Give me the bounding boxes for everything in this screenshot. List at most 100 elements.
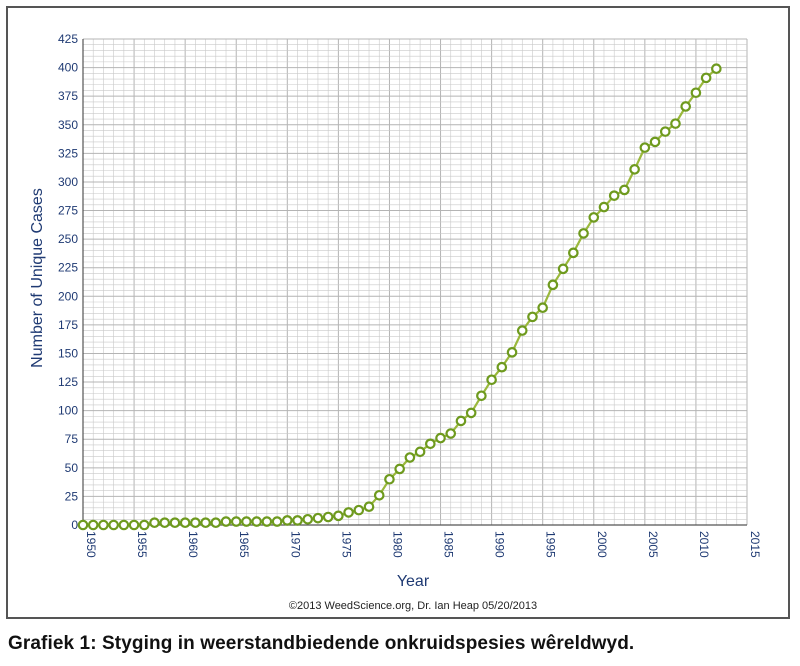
data-point	[292, 515, 303, 526]
data-point	[711, 63, 722, 75]
data-point	[373, 489, 385, 501]
x-axis-title: Year	[397, 573, 430, 590]
data-point	[230, 516, 242, 527]
x-tick-label: 1980	[390, 531, 404, 558]
y-tick-label: 325	[58, 146, 78, 160]
data-point	[220, 516, 232, 527]
y-axis-title: Number of Unique Cases	[29, 188, 46, 368]
grid	[82, 38, 748, 526]
data-point	[670, 118, 681, 129]
x-tick-label: 1985	[442, 531, 456, 558]
data-point	[271, 516, 283, 527]
data-point	[87, 519, 99, 531]
x-tick-label: 1995	[544, 531, 558, 558]
data-point	[445, 428, 457, 439]
chart-frame: 0 25 50 75 100 125 150 175 200 225 250 275 300 325 350…	[6, 6, 790, 619]
data-point	[659, 126, 671, 137]
data-point	[619, 184, 630, 196]
x-tick-label: 2015	[748, 531, 762, 558]
data-point	[241, 516, 252, 527]
y-tick-label: 225	[58, 261, 78, 275]
y-tick-label: 150	[58, 346, 78, 360]
data-point	[363, 501, 375, 513]
data-point	[690, 87, 702, 99]
data-point	[629, 164, 640, 175]
data-point	[210, 517, 222, 529]
x-tick-label: 1950	[84, 531, 98, 558]
series	[77, 63, 722, 531]
data-point	[312, 512, 324, 524]
x-tick-label: 1955	[135, 531, 149, 558]
data-point	[527, 311, 538, 323]
data-point	[200, 517, 211, 529]
data-point	[465, 407, 477, 419]
data-point	[149, 517, 160, 529]
data-point	[578, 228, 589, 239]
data-point	[108, 519, 119, 531]
y-tick-label: 125	[58, 375, 78, 389]
x-tick-label: 1975	[339, 531, 353, 558]
data-point	[179, 517, 191, 529]
x-tick-label: 1970	[288, 531, 302, 558]
y-tick-labels: 0 25 50 75 100 125 150 175 200 225 250 275 300 325 350…	[58, 32, 78, 532]
y-tick-label: 375	[58, 89, 78, 103]
data-point	[568, 247, 579, 259]
data-point	[282, 515, 293, 526]
data-point	[190, 517, 201, 529]
data-point	[333, 510, 344, 522]
data-point	[118, 519, 130, 531]
x-tick-labels: 1950 1955 1960 1965 1970 1975 1980 1985 1990 1995…	[84, 531, 762, 558]
y-tick-label: 175	[58, 318, 78, 332]
y-tick-label: 200	[58, 289, 78, 303]
y-tick-label: 400	[58, 61, 78, 75]
x-tick-label: 1960	[186, 531, 200, 558]
y-tick-label: 350	[58, 118, 78, 132]
data-point	[128, 519, 140, 531]
data-point	[588, 212, 600, 223]
data-point	[414, 446, 426, 458]
data-point	[404, 452, 416, 463]
data-point	[394, 463, 405, 475]
data-point	[302, 513, 314, 525]
x-tick-label: 2005	[646, 531, 660, 558]
y-tick-label: 275	[58, 204, 78, 218]
data-point	[435, 432, 446, 444]
data-point	[455, 415, 467, 427]
data-point	[639, 142, 651, 153]
line-chart: 0 25 50 75 100 125 150 175 200 225 250 275 300 325 350…	[29, 32, 762, 612]
copyright-credit: ©2013 WeedScience.org, Dr. Ian Heap 05/2…	[289, 600, 537, 612]
data-point	[537, 302, 548, 314]
data-point	[557, 263, 569, 275]
data-point	[353, 504, 365, 516]
data-point	[700, 72, 712, 84]
data-point	[138, 519, 150, 531]
y-tick-label: 50	[65, 461, 79, 475]
figure-caption: Grafiek 1: Styging in weerstandbiedende …	[8, 633, 635, 654]
data-point	[261, 516, 273, 527]
y-tick-label: 300	[58, 175, 78, 189]
data-point	[547, 279, 559, 291]
data-point	[98, 519, 109, 531]
x-tick-label: 1965	[237, 531, 251, 558]
y-tick-label: 250	[58, 232, 78, 246]
data-point	[608, 190, 620, 201]
data-point	[649, 136, 661, 148]
data-point	[425, 438, 436, 450]
y-tick-label: 75	[65, 432, 79, 446]
data-point	[506, 347, 518, 358]
y-tick-label: 25	[65, 489, 79, 503]
data-point	[384, 473, 395, 485]
data-point	[680, 101, 692, 112]
y-tick-label: 0	[71, 518, 78, 532]
data-point	[159, 517, 171, 529]
data-point	[169, 517, 181, 529]
y-tick-label: 100	[58, 404, 78, 418]
y-tick-label: 425	[58, 32, 78, 46]
data-point	[598, 201, 610, 213]
data-point	[486, 374, 497, 386]
x-tick-label: 2010	[697, 531, 711, 558]
data-point	[77, 519, 89, 531]
data-point	[496, 361, 508, 373]
data-point	[322, 511, 334, 523]
x-tick-label: 2000	[595, 531, 609, 558]
